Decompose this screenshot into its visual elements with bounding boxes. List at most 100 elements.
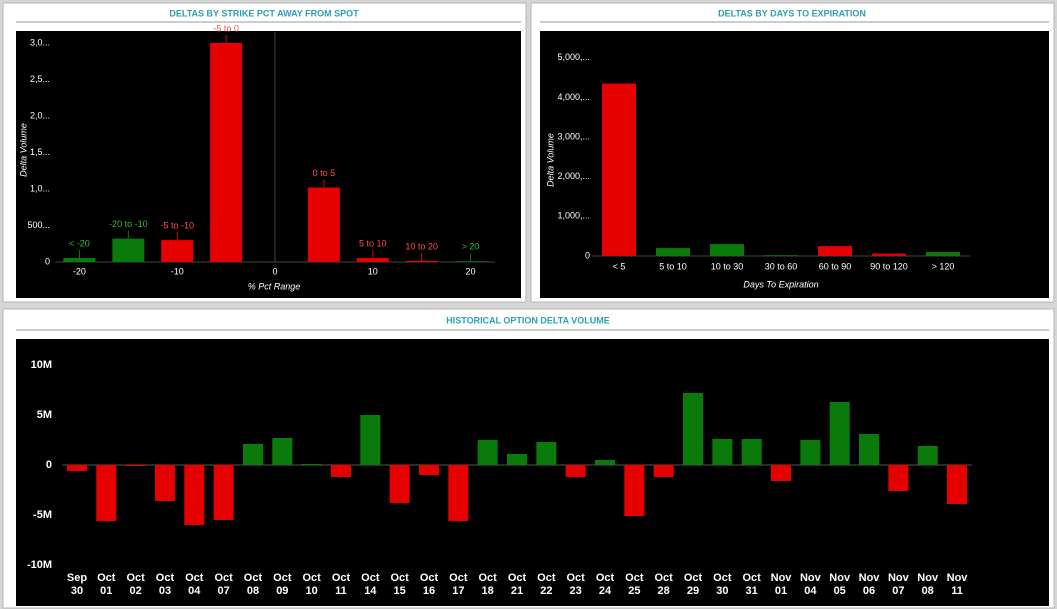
y-tick-label: 5M xyxy=(37,409,52,421)
x-tick-label: Oct 25 xyxy=(625,572,644,597)
x-tick-label: 10 to 30 xyxy=(711,261,744,271)
y-tick-label: -5M xyxy=(33,509,52,521)
x-tick-label: < 5 xyxy=(613,261,626,271)
x-tick-label: -20 xyxy=(73,266,86,276)
bar xyxy=(418,465,439,475)
bar xyxy=(872,253,906,256)
y-tick-label: 1,000,... xyxy=(557,211,590,221)
bar xyxy=(154,465,175,501)
bar xyxy=(712,439,733,465)
bar-label: < -20 xyxy=(69,238,90,248)
x-tick-label: Nov 11 xyxy=(947,572,969,597)
x-tick-label: Oct 28 xyxy=(655,572,674,597)
x-tick-label: Oct 14 xyxy=(361,572,380,597)
y-tick-label: 0 xyxy=(46,459,52,471)
bar-label: 5 to 10 xyxy=(359,238,387,248)
x-tick-label: Oct 24 xyxy=(596,572,615,597)
y-tick-label: 0 xyxy=(585,250,590,260)
x-tick-label: Oct 04 xyxy=(185,572,204,597)
chart-title: HISTORICAL OPTION DELTA VOLUME xyxy=(446,315,610,325)
plot-background xyxy=(16,31,521,298)
bar-label: 0 to 5 xyxy=(313,168,336,178)
bar xyxy=(888,465,909,491)
chart-title: DELTAS BY DAYS TO EXPIRATION xyxy=(718,8,866,18)
bar xyxy=(710,244,744,256)
bar xyxy=(272,438,293,465)
bar xyxy=(301,464,322,465)
x-tick-label: 30 to 60 xyxy=(765,261,798,271)
y-axis-label: Delta Volume xyxy=(18,123,28,177)
bar-label: -5 to -10 xyxy=(160,220,194,230)
bar xyxy=(307,187,340,262)
x-tick-label: Sep 30 xyxy=(67,572,87,597)
bar xyxy=(454,261,487,262)
x-tick-label: 10 xyxy=(368,266,378,276)
bar xyxy=(764,255,798,256)
x-tick-label: Nov 01 xyxy=(771,572,793,597)
chart-title: DELTAS BY STRIKE PCT AWAY FROM SPOT xyxy=(169,8,359,18)
x-tick-label: > 120 xyxy=(932,261,955,271)
y-tick-label: 1,0... xyxy=(30,183,50,193)
y-tick-label: 2,0... xyxy=(30,110,50,120)
bar-label: -5 to 0 xyxy=(213,23,239,33)
bar xyxy=(213,465,234,520)
bar xyxy=(653,465,674,477)
x-tick-label: Oct 02 xyxy=(126,572,145,597)
bar xyxy=(184,465,205,525)
bar xyxy=(536,442,557,465)
x-tick-label: Oct 30 xyxy=(713,572,732,597)
x-tick-label: 20 xyxy=(466,266,476,276)
x-tick-label: Oct 22 xyxy=(537,572,556,597)
bar xyxy=(917,446,938,465)
x-tick-label: -10 xyxy=(171,266,184,276)
y-tick-label: 3,0... xyxy=(30,37,50,47)
bar xyxy=(507,454,527,465)
y-tick-label: 2,000,... xyxy=(557,171,590,181)
x-tick-label: Oct 01 xyxy=(97,572,116,597)
x-tick-label: 0 xyxy=(272,266,277,276)
bar-label: > 20 xyxy=(462,242,480,252)
bar xyxy=(242,444,263,465)
bar xyxy=(595,460,616,465)
bar xyxy=(602,83,636,256)
bar xyxy=(125,465,146,466)
x-tick-label: Oct 11 xyxy=(332,572,351,597)
x-tick-label: Oct 29 xyxy=(684,572,703,597)
bar xyxy=(624,465,645,516)
y-axis-label: Delta Volume xyxy=(545,133,555,187)
bar xyxy=(741,439,762,465)
bar xyxy=(683,393,704,465)
bar xyxy=(565,465,586,477)
x-tick-label: Oct 15 xyxy=(390,572,409,597)
y-tick-label: 1,5... xyxy=(30,147,50,157)
bar xyxy=(330,465,351,477)
x-tick-label: Nov 04 xyxy=(800,572,822,597)
x-tick-label: Nov 06 xyxy=(859,572,881,597)
bar xyxy=(356,257,389,262)
x-tick-label: Oct 07 xyxy=(214,572,233,597)
x-tick-label: Nov 07 xyxy=(888,572,910,597)
y-tick-label: 500... xyxy=(27,220,50,230)
y-tick-label: 3,000,... xyxy=(557,131,590,141)
bar xyxy=(477,440,498,465)
x-tick-label: Nov 08 xyxy=(917,572,939,597)
bar xyxy=(656,248,690,256)
x-axis-label: % Pct Range xyxy=(248,281,301,291)
x-tick-label: Oct 17 xyxy=(449,572,468,597)
bar xyxy=(947,465,968,504)
bar xyxy=(926,252,960,256)
x-tick-label: Nov 05 xyxy=(829,572,851,597)
x-tick-label: Oct 09 xyxy=(273,572,292,597)
y-tick-label: 5,000,... xyxy=(557,52,590,62)
y-tick-label: 0 xyxy=(45,256,50,266)
y-tick-label: 4,000,... xyxy=(557,92,590,102)
bar xyxy=(405,260,438,262)
bar xyxy=(859,434,880,465)
x-tick-label: Oct 08 xyxy=(244,572,263,597)
x-tick-label: Oct 10 xyxy=(302,572,321,597)
x-tick-label: 60 to 90 xyxy=(819,261,852,271)
x-tick-label: Oct 21 xyxy=(508,572,527,597)
bar xyxy=(66,465,87,471)
bar xyxy=(800,440,821,465)
